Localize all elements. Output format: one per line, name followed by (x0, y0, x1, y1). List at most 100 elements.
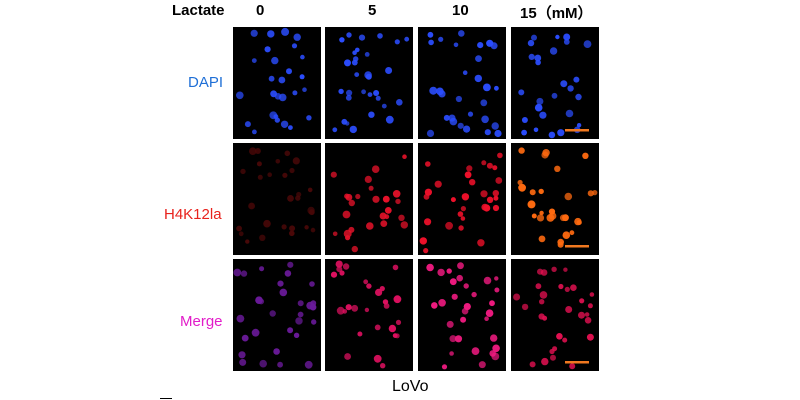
nucleus (345, 235, 351, 241)
nucleus (458, 225, 464, 231)
nucleus (304, 225, 309, 230)
treatment-label: Lactate (172, 2, 225, 19)
micrograph-dapi-15 (511, 27, 599, 139)
nucleus (584, 317, 592, 324)
nucleus (592, 190, 598, 196)
nucleus (534, 103, 543, 112)
nucleus (345, 94, 352, 101)
scale-bar (565, 361, 589, 364)
nucleus (576, 123, 582, 128)
nucleus (336, 266, 343, 273)
nucleus (489, 300, 495, 307)
nucleus (280, 120, 289, 128)
nucleus (400, 221, 408, 229)
nucleus (302, 87, 307, 92)
micrograph-merge-0 (233, 259, 321, 371)
nucleus (538, 188, 544, 195)
nucleus (562, 231, 571, 239)
nucleus (291, 43, 298, 49)
nucleus (336, 306, 345, 315)
nucleus (449, 117, 458, 126)
nucleus (300, 54, 305, 60)
nucleus (434, 180, 442, 188)
concentration-15: 15（mM） (520, 2, 593, 23)
nucleus (287, 195, 294, 202)
nucleus (460, 206, 466, 212)
nucleus (583, 40, 592, 48)
nucleus (388, 324, 397, 333)
nucleus (518, 89, 525, 96)
nucleus (586, 333, 594, 341)
nucleus (374, 324, 381, 331)
nucleus (339, 37, 345, 43)
scale-bar (565, 245, 589, 248)
nucleus (284, 270, 292, 277)
nucleus (562, 337, 568, 343)
nucleus (395, 198, 401, 205)
nucleus (250, 29, 258, 37)
nucleus (463, 125, 471, 133)
nucleus (450, 197, 456, 203)
nucleus (373, 354, 382, 363)
nucleus (367, 92, 373, 97)
nucleus (287, 261, 294, 268)
nucleus (288, 125, 293, 130)
nucleus (455, 95, 462, 103)
nucleus (471, 347, 480, 355)
nucleus (451, 293, 458, 300)
nucleus (438, 36, 444, 42)
nucleus (426, 263, 434, 272)
nucleus (539, 210, 544, 216)
nucleus (438, 90, 446, 98)
nucleus (441, 364, 448, 370)
nucleus (267, 30, 275, 38)
nucleus (551, 92, 558, 99)
nucleus (564, 286, 570, 292)
micrograph-merge-15 (511, 259, 599, 371)
nucleus (534, 54, 542, 62)
nucleus (384, 207, 392, 214)
nucleus (536, 97, 544, 105)
nucleus (277, 361, 283, 368)
nucleus (454, 335, 463, 343)
nucleus (569, 363, 576, 370)
nucleus (557, 129, 565, 137)
nucleus (481, 115, 489, 124)
nucleus (346, 32, 352, 38)
nucleus (385, 67, 393, 74)
nucleus (497, 152, 503, 159)
nucleus (480, 99, 488, 107)
concentration-15-value: 15 (520, 5, 537, 22)
nucleus (483, 204, 491, 212)
nucleus (240, 168, 246, 175)
concentration-unit: （mM） (536, 5, 593, 22)
nucleus (236, 225, 242, 232)
nucleus (281, 224, 287, 230)
nucleus (282, 172, 288, 178)
nucleus (274, 117, 280, 123)
nucleus (457, 262, 464, 270)
nucleus (558, 283, 564, 290)
nucleus (548, 212, 557, 220)
nucleus (446, 268, 452, 274)
nucleus (273, 348, 280, 355)
nucleus (239, 358, 247, 366)
nucleus (344, 193, 350, 199)
nucleus (478, 361, 486, 369)
nucleus (393, 295, 402, 304)
nucleus (428, 39, 434, 46)
nucleus (584, 312, 590, 317)
nucleus (287, 327, 294, 334)
nucleus (490, 334, 498, 342)
nucleus (437, 268, 445, 277)
nucleus (278, 93, 287, 102)
nucleus (297, 300, 304, 307)
nucleus (474, 74, 482, 83)
nucleus (463, 283, 469, 289)
nucleus (485, 309, 494, 317)
nucleus (542, 149, 550, 157)
nucleus (539, 291, 548, 299)
nucleus (469, 179, 476, 186)
nucleus (351, 245, 358, 253)
nucleus (492, 190, 499, 197)
